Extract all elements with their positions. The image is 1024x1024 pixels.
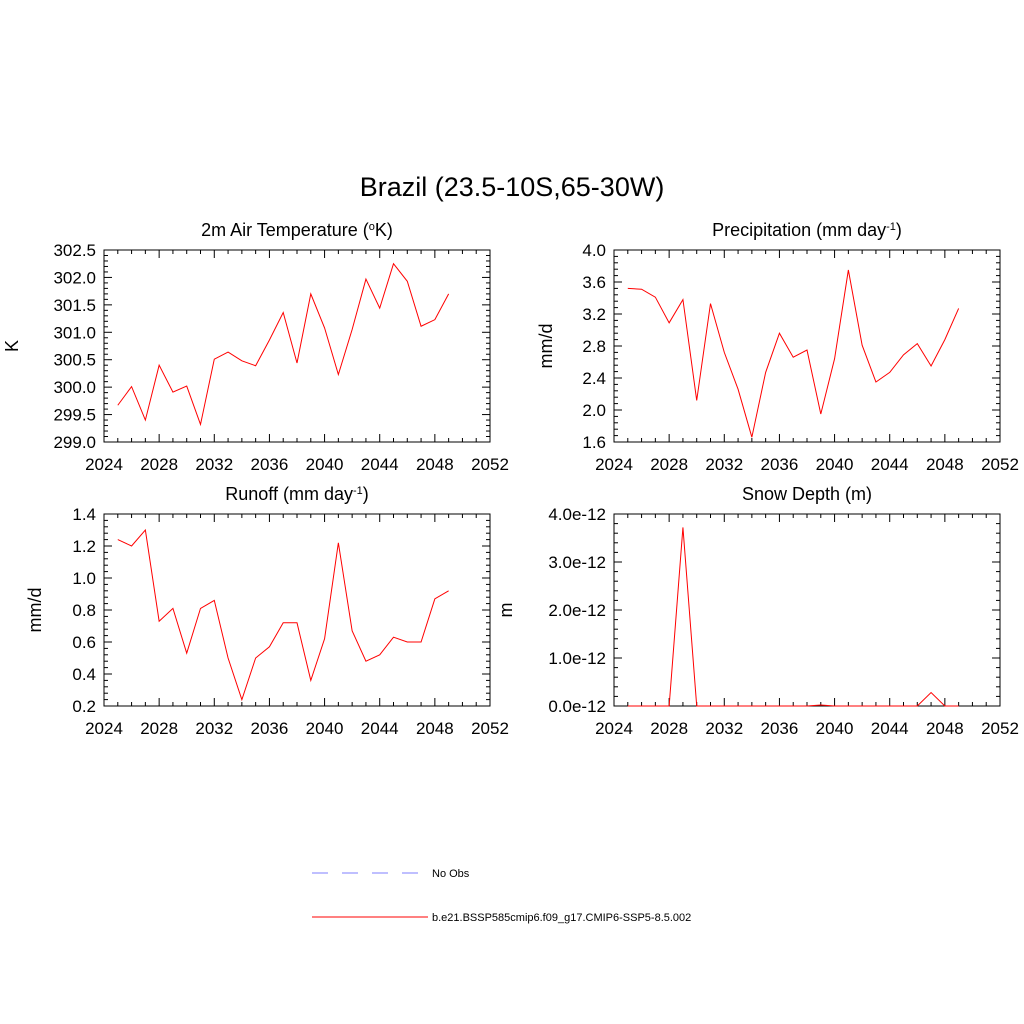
y-axis-label: mm/d [25,588,45,633]
x-tick-label: 2024 [85,719,123,738]
legend: No Obs b.e21.BSSP585cmip6.f09_g17.CMIP6-… [312,868,691,924]
x-tick-label: 2032 [705,719,743,738]
y-tick-label: 1.0 [72,569,96,588]
x-tick-label: 2036 [761,455,799,474]
x-tick-label: 2040 [306,719,344,738]
x-tick-label: 2024 [595,455,633,474]
plot-frame [103,249,491,443]
series-line [627,527,959,707]
y-tick-label: 300.0 [53,378,96,397]
y-axis-label: K [2,340,22,352]
x-tick-label: 2036 [251,455,289,474]
series-line [117,262,450,427]
y-tick-label: 3.2 [582,305,606,324]
panels: 2m Air Temperature (oK) K 2024 2028 2032 2036… [2,220,1019,738]
x-tick-label: 2032 [705,455,743,474]
x-tick-label: 2044 [361,455,399,474]
x-tick-label: 2032 [195,719,233,738]
plot-frame [613,249,1001,443]
panel-title: Precipitation (mm day-1) [712,220,902,240]
y-tick-label: 4.0e-12 [548,505,606,524]
plot-frame [103,513,491,707]
x-tick-label: 2040 [816,719,854,738]
y-tick-label: 302.0 [53,268,96,287]
x-tick-label: 2028 [140,719,178,738]
x-tick-label: 2048 [926,455,964,474]
y-tick-label: 0.0e-12 [548,697,606,716]
y-tick-label: 2.0e-12 [548,601,606,620]
panel-1: 2m Air Temperature (oK) K 2024 2028 2032 2036… [2,220,509,474]
panel-2: Precipitation (mm day-1) mm/d 2024 2028 2032… [536,220,1019,474]
y-tick-label: 4.0 [582,241,606,260]
y-tick-label: 301.5 [53,296,96,315]
x-tick-label: 2024 [595,719,633,738]
y-tick-label: 2.0 [582,401,606,420]
y-tick-label: 3.0e-12 [548,553,606,572]
x-tick-label: 2040 [816,455,854,474]
y-tick-label: 1.4 [72,505,96,524]
y-tick-label: 2.4 [582,369,606,388]
x-tick-label: 2032 [195,455,233,474]
x-tick-label: 2040 [306,455,344,474]
x-tick-label: 2024 [85,455,123,474]
x-tick-label: 2052 [981,719,1019,738]
y-tick-label: 301.0 [53,323,96,342]
y-tick-label: 1.6 [582,433,606,452]
x-tick-label: 2036 [761,719,799,738]
y-tick-label: 0.2 [72,697,96,716]
series-line [627,269,960,438]
x-tick-label: 2044 [871,719,909,738]
y-tick-label: 0.4 [72,665,96,684]
main-title: Brazil (23.5-10S,65-30W) [360,172,665,202]
x-tick-label: 2052 [471,719,509,738]
x-tick-label: 2028 [650,455,688,474]
legend-obs-label: No Obs [432,868,470,880]
y-axis-label: mm/d [536,324,556,369]
x-tick-label: 2048 [416,455,454,474]
x-tick-label: 2052 [471,455,509,474]
x-tick-label: 2044 [871,455,909,474]
x-tick-label: 2048 [416,719,454,738]
y-tick-label: 1.2 [72,537,96,556]
y-tick-label: 1.0e-12 [548,649,606,668]
x-tick-label: 2044 [361,719,399,738]
x-tick-label: 2028 [650,719,688,738]
panel-3: Runoff (mm day-1) mm/d 2024 2028 2032 2036 204… [25,484,509,738]
y-axis-label: m [496,603,516,618]
y-tick-label: 2.8 [582,337,606,356]
x-tick-label: 2028 [140,455,178,474]
y-tick-label: 3.6 [582,273,606,292]
panel-4: Snow Depth (m) m 2024 2028 2032 2036 2040 2044 2… [496,484,1019,738]
y-tick-label: 300.5 [53,351,96,370]
x-tick-label: 2052 [981,455,1019,474]
y-tick-label: 0.8 [72,601,96,620]
panel-title: 2m Air Temperature (oK) [201,220,393,240]
y-tick-label: 0.6 [72,633,96,652]
y-tick-label: 302.5 [53,241,96,260]
series-line [117,528,449,702]
y-tick-label: 299.5 [53,406,96,425]
panel-title: Runoff (mm day-1) [225,484,369,504]
plot-frame [613,513,1001,707]
x-tick-label: 2036 [251,719,289,738]
x-tick-label: 2048 [926,719,964,738]
panel-title: Snow Depth (m) [742,484,872,504]
y-tick-label: 299.0 [53,433,96,452]
legend-series-label: b.e21.BSSP585cmip6.f09_g17.CMIP6-SSP5-8.… [432,912,691,924]
